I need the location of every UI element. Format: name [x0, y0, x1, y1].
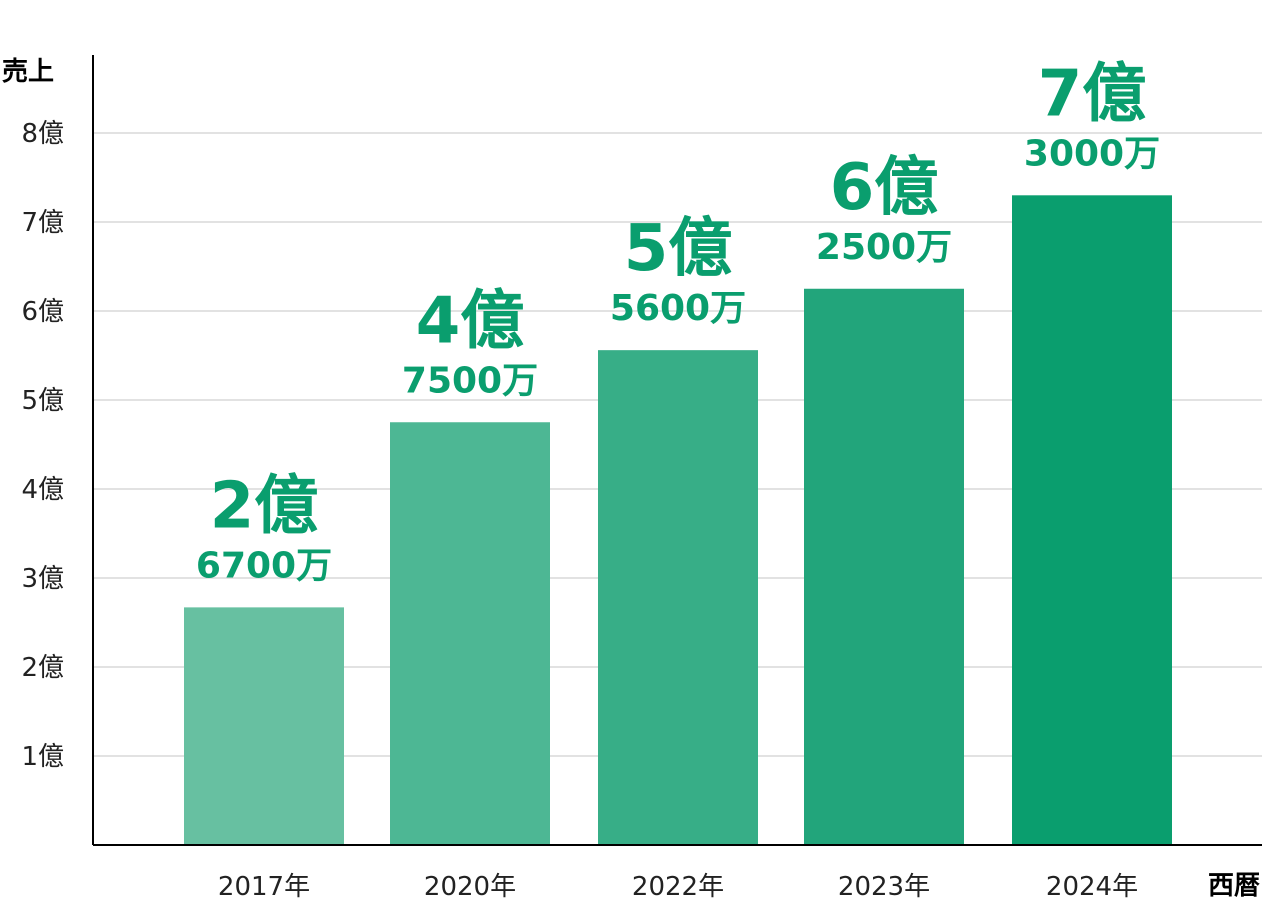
- data-label-main: 6億: [830, 151, 939, 225]
- data-label-main: 4億: [416, 284, 525, 358]
- y-tick-label: 8億: [21, 119, 64, 149]
- y-tick-label: 7億: [21, 208, 64, 238]
- data-label-sub: 3000万: [1024, 133, 1160, 174]
- x-tick-label: 2022年: [632, 872, 724, 902]
- data-label-sub: 6700万: [196, 545, 332, 586]
- bar: [804, 288, 964, 845]
- bar: [1012, 195, 1172, 846]
- bar: [598, 350, 758, 845]
- data-label-main: 7億: [1038, 57, 1147, 131]
- y-tick-label: 3億: [21, 564, 64, 594]
- bar: [184, 607, 344, 845]
- y-tick-label: 6億: [21, 297, 64, 327]
- data-label-sub: 2500万: [816, 227, 952, 268]
- y-tick-labels: 1億 2億 3億 4億 5億 6億 7億 8億: [21, 119, 64, 772]
- data-label-sub: 7500万: [402, 360, 538, 401]
- y-axis-title: 売上: [2, 57, 54, 87]
- y-tick-label: 2億: [21, 653, 64, 683]
- x-tick-label: 2017年: [218, 872, 310, 902]
- data-label-main: 5億: [624, 212, 733, 286]
- y-tick-label: 4億: [21, 475, 64, 505]
- x-tick-label: 2024年: [1046, 872, 1138, 902]
- bar: [390, 422, 550, 845]
- data-label-sub: 5600万: [610, 288, 746, 329]
- axes: [92, 55, 1262, 846]
- y-tick-label: 1億: [21, 742, 64, 772]
- x-tick-label: 2023年: [838, 872, 930, 902]
- x-axis-title: 西暦: [1208, 871, 1260, 901]
- x-tick-labels: 2017年 2020年 2022年 2023年 2024年: [218, 872, 1138, 902]
- y-tick-label: 5億: [21, 386, 64, 416]
- x-tick-label: 2020年: [424, 872, 516, 902]
- data-label-main: 2億: [210, 469, 319, 543]
- bars: [184, 195, 1172, 846]
